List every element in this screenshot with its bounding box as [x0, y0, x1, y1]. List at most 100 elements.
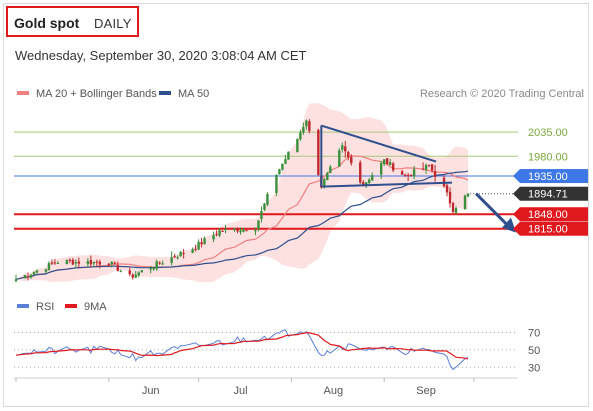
candle-body [421, 168, 425, 170]
candle-body [95, 261, 99, 263]
candle-body [200, 242, 203, 245]
candle-body [113, 262, 116, 264]
candle-body [65, 260, 69, 265]
candle-body [176, 257, 179, 259]
candle-body [287, 151, 290, 160]
candle-body [371, 175, 374, 181]
candle-body [242, 228, 245, 232]
projection-arrow-head [502, 217, 516, 233]
level-tag-4 [520, 221, 588, 236]
candle-body [155, 261, 158, 269]
level-labels: 2035.00 1980.00 1935.00 1848.00 1815.00 1894.… [513, 127, 588, 236]
ma9-legend-label: 9MA [84, 301, 107, 313]
candle-body [89, 260, 93, 265]
candle-body [391, 163, 395, 171]
candle-body [86, 261, 90, 264]
rsi-ma9-line [15, 331, 469, 360]
candle-body [173, 256, 176, 258]
candle-body [47, 263, 51, 271]
candle-body [323, 178, 326, 187]
bollinger-band-area [16, 103, 468, 283]
candle-body [218, 230, 221, 236]
candle-body [131, 274, 134, 278]
candle-body [379, 162, 383, 175]
candle-body [329, 166, 332, 174]
candle-body [107, 263, 110, 266]
candle-body [412, 169, 416, 177]
title-box [6, 6, 139, 37]
legend-swatch-ma20 [17, 91, 29, 95]
x-tick-label-1: Jul [233, 385, 247, 397]
candle-body [29, 274, 33, 278]
ma50-line [15, 170, 469, 280]
candle-body [98, 261, 102, 265]
candle-body [424, 164, 428, 170]
rsi-tick-label-2: 30 [528, 362, 540, 374]
candle-body [35, 270, 39, 273]
candle-body [50, 262, 54, 264]
candle-body [110, 261, 113, 265]
candle-body [409, 174, 413, 177]
period-label: DAILY [94, 16, 132, 31]
candle-body [44, 269, 48, 272]
level-label-0: 2035.00 [528, 127, 568, 139]
candle-body [296, 139, 299, 153]
candle-body [263, 203, 266, 210]
candle-body [158, 262, 161, 264]
level-label-4: 1815.00 [528, 224, 568, 236]
level-label-1: 1980.00 [528, 151, 568, 163]
candle-body [308, 121, 311, 131]
candle-body [23, 275, 27, 279]
candle-body [32, 272, 36, 275]
x-tick-label-3: Sep [416, 385, 436, 397]
candle-body [433, 171, 437, 178]
candle-body [299, 132, 302, 140]
candle-body [152, 267, 155, 270]
x-tick-label-2: Aug [324, 385, 344, 397]
x-tick-label-0: Jun [142, 385, 160, 397]
rsi-legend-swatch [17, 304, 29, 308]
level-tag-2 [520, 169, 588, 184]
legend-swatch-ma50 [159, 91, 171, 95]
candle-body [451, 203, 455, 212]
candle-body [400, 171, 404, 175]
candle-body [403, 174, 407, 176]
instrument-name: Gold spot [14, 15, 80, 31]
legend-label-ma50: MA 50 [178, 88, 209, 100]
credit-text: Research © 2020 Trading Central [420, 88, 584, 100]
candle-body [302, 127, 305, 133]
candle-body [140, 270, 143, 273]
candle-body [406, 175, 410, 177]
candle-body [427, 165, 431, 167]
candle-body [448, 191, 452, 204]
rsi-tick-label-0: 70 [528, 327, 540, 339]
candle-body [239, 230, 242, 233]
candle-body [182, 252, 185, 254]
candle-body [385, 158, 389, 165]
candle-body [236, 229, 239, 232]
candle-body [26, 276, 30, 278]
candle-body [245, 230, 248, 232]
candle-body [119, 271, 122, 273]
candle-body [56, 262, 60, 264]
candles [14, 119, 470, 283]
last-price-pointer [513, 186, 520, 201]
rsi-tick-label-1: 50 [528, 345, 540, 357]
candle-body [14, 279, 18, 282]
candle-body [161, 263, 164, 265]
candle-body [53, 262, 57, 264]
triangle-upper-line [321, 124, 437, 163]
candle-body [463, 195, 467, 209]
candle-body [365, 182, 368, 187]
candle-body [382, 159, 386, 165]
candle-body [359, 162, 362, 183]
candle-body [197, 241, 200, 250]
candle-body [254, 230, 257, 232]
candle-body [257, 220, 260, 230]
candle-body [233, 228, 236, 230]
candle-body [347, 152, 350, 158]
candle-body [317, 129, 320, 175]
level-label-2: 1935.00 [528, 171, 568, 183]
candle-body [212, 235, 215, 240]
